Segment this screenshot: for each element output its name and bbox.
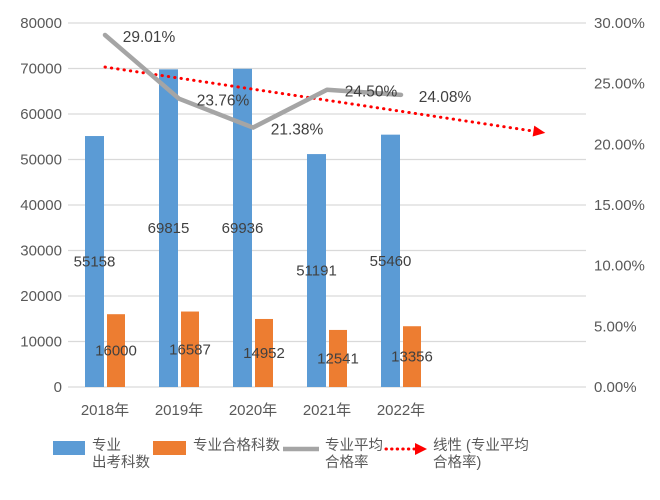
trendline-dotted (103, 65, 535, 133)
bar (329, 329, 347, 387)
left-axis-tick: 30000 (20, 243, 62, 260)
legend: 专业 出考科数 专业合格科数 专业平均 合格率 线性 (专业平均 合格率) (0, 438, 660, 498)
bar (403, 326, 421, 387)
trendline-arrowhead (532, 125, 546, 137)
bar-data-label: 69815 (148, 220, 190, 237)
left-axis-tick: 60000 (20, 106, 62, 123)
pass-rate-line (102, 32, 404, 130)
bar (381, 134, 400, 387)
left-axis-tick: 70000 (20, 61, 62, 78)
line-data-label: 29.01% (123, 29, 176, 46)
bar-data-label: 51191 (296, 263, 337, 280)
legend-item-linear-trend: 线性 (专业平均 合格率) (384, 438, 529, 472)
bar (159, 69, 178, 388)
x-axis-label: 2018年 (81, 402, 129, 419)
line-data-label: 24.08% (419, 89, 472, 106)
left-axis-tick: 0 (54, 379, 62, 396)
bar-data-label: 55158 (74, 254, 116, 271)
right-axis-tick: 25.00% (594, 76, 645, 93)
left-axis-tick: 80000 (20, 15, 62, 32)
right-axis-tick: 5.00% (594, 318, 637, 335)
bar (307, 154, 326, 387)
legend-item-exam-subjects: 专业 出考科数 (53, 438, 150, 472)
left-axis-tick: 40000 (20, 197, 62, 214)
red-dotted-arrow-swatch-icon (384, 443, 427, 455)
bar (85, 136, 104, 387)
x-axis-label: 2022年 (377, 402, 425, 419)
legend-item-average-pass-rate: 专业平均 合格率 (282, 438, 383, 472)
right-axis-tick: 0.00% (594, 379, 637, 396)
right-axis-tick: 15.00% (594, 197, 645, 214)
blue-bar-swatch-icon (53, 441, 85, 455)
legend-item-passed-subjects: 专业合格科数 (153, 438, 280, 455)
left-axis-tick: 20000 (20, 288, 62, 305)
bar-data-label: 69936 (222, 220, 264, 237)
legend-label-average-pass-rate: 专业平均 合格率 (325, 438, 383, 471)
bar (255, 318, 273, 387)
right-axis-tick: 30.00% (594, 15, 645, 32)
gray-line-swatch-icon (283, 446, 319, 452)
x-axis-label: 2019年 (155, 402, 203, 419)
line-data-label: 24.50% (345, 84, 398, 101)
legend-label-linear-trend: 线性 (专业平均 合格率) (433, 438, 529, 471)
right-axis-tick: 10.00% (594, 258, 645, 275)
bar-data-label: 55460 (370, 253, 412, 270)
bar-data-label: 16000 (95, 343, 137, 360)
right-axis-tick: 20.00% (594, 136, 645, 153)
bar-data-label: 13356 (391, 349, 433, 366)
x-axis-label: 2020年 (229, 402, 277, 419)
line-data-label: 23.76% (197, 93, 250, 110)
left-axis-tick: 10000 (20, 334, 62, 351)
legend-label-passed-subjects: 专业合格科数 (193, 438, 280, 454)
bar (233, 68, 252, 387)
bar-data-label: 12541 (317, 350, 359, 367)
left-axis-tick: 50000 (20, 152, 62, 169)
line-data-label: 21.38% (271, 122, 324, 139)
orange-bar-swatch-icon (153, 441, 186, 455)
legend-label-exam-subjects: 专业 出考科数 (92, 438, 150, 471)
bar-data-label: 16587 (169, 341, 211, 358)
x-axis-label: 2021年 (303, 402, 351, 419)
bar (181, 311, 199, 387)
bar (107, 314, 125, 387)
bar-data-label: 14952 (243, 345, 285, 362)
